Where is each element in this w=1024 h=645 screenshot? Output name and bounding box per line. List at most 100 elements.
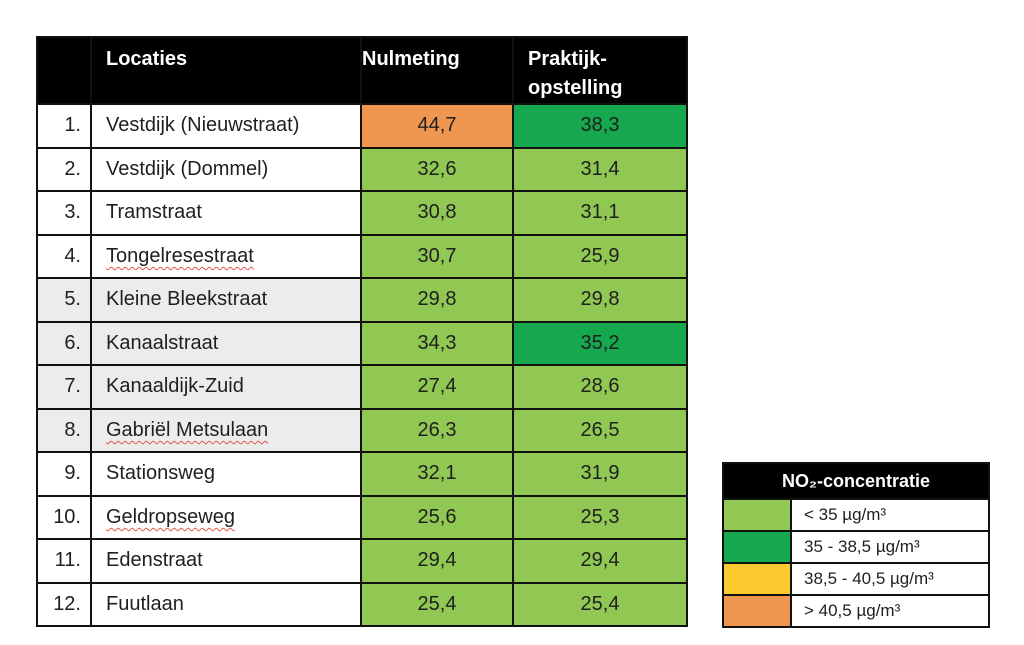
table-row: 4. Tongelresestraat 30,7 25,9 <box>36 233 688 279</box>
praktijk-value-cell: 29,8 <box>512 277 688 323</box>
nulmeting-value-cell: 30,7 <box>360 233 514 279</box>
nulmeting-value-cell: 25,6 <box>360 494 514 540</box>
row-number: 8. <box>36 407 92 453</box>
header-praktijk-line2: opstelling <box>528 77 623 99</box>
nulmeting-value-cell: 32,1 <box>360 451 514 497</box>
row-number: 2. <box>36 146 92 192</box>
location-cell: Vestdijk (Dommel) <box>90 146 362 192</box>
nulmeting-value-cell: 29,4 <box>360 538 514 584</box>
row-number: 9. <box>36 451 92 497</box>
legend-title: NO₂-concentratie <box>722 462 990 500</box>
location-label: Tongelresestraat <box>106 244 254 267</box>
praktijk-value-cell: 31,4 <box>512 146 688 192</box>
no2-measurements-table: Locaties Nulmeting Praktijk- opstelling … <box>36 36 688 627</box>
location-cell: Kleine Bleekstraat <box>90 277 362 323</box>
header-praktijk-opstelling: Praktijk- opstelling <box>512 36 688 105</box>
header-number-column <box>36 36 92 105</box>
legend-row: > 40,5 µg/m³ <box>722 594 990 628</box>
location-label: Edenstraat <box>106 549 203 572</box>
location-label: Vestdijk (Dommel) <box>106 157 269 180</box>
legend-header: NO₂-concentratie <box>722 462 990 500</box>
legend-label: 35 - 38,5 µg/m³ <box>790 530 990 564</box>
praktijk-value-cell: 31,9 <box>512 451 688 497</box>
praktijk-value-cell: 26,5 <box>512 407 688 453</box>
table-row: 8. Gabriël Metsulaan 26,3 26,5 <box>36 407 688 453</box>
legend-row: 38,5 - 40,5 µg/m³ <box>722 562 990 596</box>
table-row: 11. Edenstraat 29,4 29,4 <box>36 538 688 584</box>
legend-row: 35 - 38,5 µg/m³ <box>722 530 990 564</box>
row-number: 11. <box>36 538 92 584</box>
legend-label: < 35 µg/m³ <box>790 498 990 532</box>
row-number: 7. <box>36 364 92 410</box>
location-cell: Tramstraat <box>90 190 362 236</box>
legend-color-swatch <box>722 498 792 532</box>
legend: NO₂-concentratie < 35 µg/m³ 35 - 38,5 µg… <box>722 462 990 628</box>
table-row: 3. Tramstraat 30,8 31,1 <box>36 190 688 236</box>
table-row: 10. Geldropseweg 25,6 25,3 <box>36 494 688 540</box>
praktijk-value-cell: 25,4 <box>512 581 688 627</box>
legend-color-swatch <box>722 530 792 564</box>
row-number: 1. <box>36 103 92 149</box>
location-cell: Gabriël Metsulaan <box>90 407 362 453</box>
header-locaties: Locaties <box>90 36 362 105</box>
nulmeting-value-cell: 27,4 <box>360 364 514 410</box>
row-number: 6. <box>36 320 92 366</box>
location-label: Kanaalstraat <box>106 331 219 354</box>
nulmeting-value-cell: 32,6 <box>360 146 514 192</box>
location-cell: Fuutlaan <box>90 581 362 627</box>
location-label: Geldropseweg <box>106 505 235 528</box>
nulmeting-value-cell: 30,8 <box>360 190 514 236</box>
nulmeting-value-cell: 44,7 <box>360 103 514 149</box>
row-number: 10. <box>36 494 92 540</box>
praktijk-value-cell: 35,2 <box>512 320 688 366</box>
row-number: 4. <box>36 233 92 279</box>
location-cell: Edenstraat <box>90 538 362 584</box>
nulmeting-value-cell: 34,3 <box>360 320 514 366</box>
praktijk-value-cell: 31,1 <box>512 190 688 236</box>
legend-label: > 40,5 µg/m³ <box>790 594 990 628</box>
praktijk-value-cell: 38,3 <box>512 103 688 149</box>
location-label: Gabriël Metsulaan <box>106 418 269 441</box>
legend-title-row: NO₂-concentratie <box>722 462 990 500</box>
table-row: 7. Kanaaldijk-Zuid 27,4 28,6 <box>36 364 688 410</box>
location-label: Kleine Bleekstraat <box>106 288 268 311</box>
praktijk-value-cell: 28,6 <box>512 364 688 410</box>
location-label: Stationsweg <box>106 462 215 485</box>
praktijk-value-cell: 25,9 <box>512 233 688 279</box>
table-row: 2. Vestdijk (Dommel) 32,6 31,4 <box>36 146 688 192</box>
location-cell: Vestdijk (Nieuwstraat) <box>90 103 362 149</box>
location-label: Kanaaldijk-Zuid <box>106 375 244 398</box>
table-row: 5. Kleine Bleekstraat 29,8 29,8 <box>36 277 688 323</box>
table-row: 12. Fuutlaan 25,4 25,4 <box>36 581 688 627</box>
legend-color-swatch <box>722 594 792 628</box>
praktijk-value-cell: 25,3 <box>512 494 688 540</box>
legend-row: < 35 µg/m³ <box>722 498 990 532</box>
legend-label: 38,5 - 40,5 µg/m³ <box>790 562 990 596</box>
table-row: 9. Stationsweg 32,1 31,9 <box>36 451 688 497</box>
table-body: 1. Vestdijk (Nieuwstraat) 44,7 38,3 2. V… <box>36 103 688 627</box>
legend-color-swatch <box>722 562 792 596</box>
location-label: Tramstraat <box>106 201 202 224</box>
header-nulmeting: Nulmeting <box>360 36 514 105</box>
table-row: 6. Kanaalstraat 34,3 35,2 <box>36 320 688 366</box>
row-number: 3. <box>36 190 92 236</box>
location-cell: Kanaalstraat <box>90 320 362 366</box>
row-number: 12. <box>36 581 92 627</box>
nulmeting-value-cell: 25,4 <box>360 581 514 627</box>
table-header: Locaties Nulmeting Praktijk- opstelling <box>36 36 688 105</box>
praktijk-value-cell: 29,4 <box>512 538 688 584</box>
table-row: 1. Vestdijk (Nieuwstraat) 44,7 38,3 <box>36 103 688 149</box>
nulmeting-value-cell: 26,3 <box>360 407 514 453</box>
header-row: Locaties Nulmeting Praktijk- opstelling <box>36 36 688 105</box>
location-label: Fuutlaan <box>106 592 184 615</box>
location-label: Vestdijk (Nieuwstraat) <box>106 114 300 137</box>
location-cell: Stationsweg <box>90 451 362 497</box>
header-praktijk-line1: Praktijk- <box>528 48 607 70</box>
location-cell: Tongelresestraat <box>90 233 362 279</box>
location-cell: Kanaaldijk-Zuid <box>90 364 362 410</box>
row-number: 5. <box>36 277 92 323</box>
location-cell: Geldropseweg <box>90 494 362 540</box>
nulmeting-value-cell: 29,8 <box>360 277 514 323</box>
legend-body: < 35 µg/m³ 35 - 38,5 µg/m³ 38,5 - 40,5 µ… <box>722 498 990 628</box>
